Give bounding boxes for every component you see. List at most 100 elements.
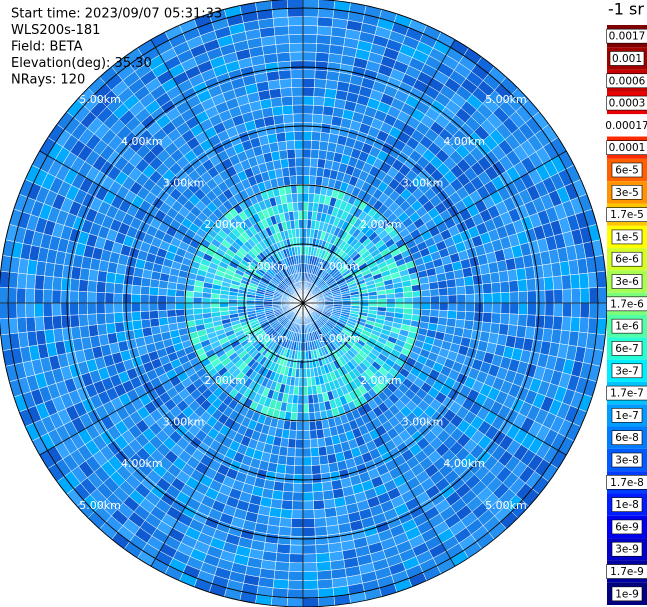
colorbar-label: 1.7e-5 <box>610 209 644 221</box>
gate <box>95 291 106 304</box>
gate <box>51 302 62 317</box>
gate <box>271 105 284 117</box>
gate <box>323 498 336 510</box>
gate <box>553 302 564 317</box>
gate <box>302 571 318 581</box>
gate <box>310 455 321 466</box>
colorbar-label: 1.7e-7 <box>610 388 644 400</box>
gate <box>316 428 325 439</box>
gate <box>315 419 324 431</box>
gate <box>403 291 413 298</box>
gate <box>157 287 168 297</box>
gate <box>571 288 581 304</box>
gate <box>317 16 334 28</box>
gate <box>272 578 289 590</box>
gate <box>296 403 304 414</box>
header-line: Field: BETA <box>11 40 83 55</box>
gate <box>508 313 519 326</box>
gate <box>25 316 37 333</box>
gate <box>290 78 304 88</box>
gate <box>491 282 502 294</box>
gate <box>526 314 537 328</box>
gate <box>157 295 168 304</box>
gate <box>43 315 54 331</box>
gate <box>299 236 304 247</box>
gate <box>302 148 312 159</box>
gate <box>282 104 294 115</box>
gate <box>210 297 220 304</box>
gate <box>69 314 80 328</box>
gate <box>293 210 299 221</box>
gate <box>302 544 317 555</box>
gate <box>293 465 304 475</box>
colorbar-label: 3e-9 <box>615 544 639 556</box>
gate <box>313 508 326 519</box>
gate <box>315 543 330 554</box>
gate <box>561 316 572 332</box>
gate <box>394 302 405 309</box>
gate <box>315 552 331 563</box>
gate <box>175 308 186 317</box>
gate <box>311 464 322 475</box>
gate <box>562 288 572 304</box>
gate <box>302 500 315 511</box>
colorbar-label: 1.7e-8 <box>610 477 644 489</box>
gate <box>184 296 194 304</box>
gate <box>43 275 54 291</box>
gate <box>273 114 285 126</box>
gate <box>412 296 422 304</box>
gate <box>286 148 296 159</box>
gate <box>122 293 132 304</box>
gate <box>280 87 293 98</box>
gate <box>552 275 563 291</box>
gate <box>201 297 212 304</box>
gate <box>288 562 304 572</box>
gate <box>527 290 537 304</box>
gate <box>274 561 290 572</box>
gate <box>291 86 304 97</box>
gate <box>359 299 370 304</box>
gate <box>274 472 286 483</box>
colorbar-label: 6e-9 <box>615 521 639 533</box>
gate <box>447 294 458 304</box>
gate <box>34 288 44 304</box>
gate <box>302 588 319 599</box>
gate <box>317 578 334 590</box>
gate <box>175 302 185 310</box>
gate <box>313 87 326 98</box>
gate <box>507 268 518 282</box>
range-label: 1.00km <box>318 260 360 273</box>
gate <box>543 276 554 291</box>
gate <box>139 302 150 312</box>
gate <box>289 175 298 186</box>
gate <box>302 438 311 449</box>
gate <box>321 114 333 126</box>
gate <box>526 278 537 292</box>
colorbar-label: 1e-7 <box>615 410 639 422</box>
gate <box>282 175 291 187</box>
gate <box>302 192 310 203</box>
gate <box>403 296 414 304</box>
gate <box>25 302 35 318</box>
gate <box>543 315 554 330</box>
gate <box>421 296 431 304</box>
gate <box>287 157 297 168</box>
gate <box>302 113 314 124</box>
gate <box>302 122 313 132</box>
gate <box>302 42 317 53</box>
gate <box>306 376 312 387</box>
gate <box>596 318 607 336</box>
gate <box>472 320 483 332</box>
gate <box>517 279 528 292</box>
gate <box>295 438 304 449</box>
colorbar-unit: -1 sr <box>608 0 644 19</box>
gate <box>294 139 304 150</box>
gate <box>292 104 304 115</box>
gate <box>25 273 37 290</box>
gate <box>429 288 440 297</box>
gate <box>308 420 317 431</box>
gate <box>446 278 457 289</box>
gate <box>302 166 311 176</box>
gate <box>287 16 304 27</box>
